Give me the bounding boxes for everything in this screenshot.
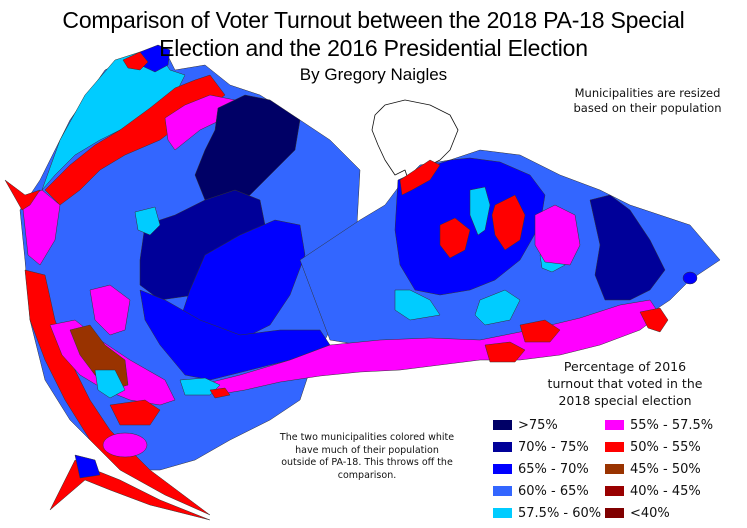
legend-item: 60% - 65%	[493, 482, 605, 500]
legend-swatch	[605, 442, 624, 452]
legend: >75% 55% - 57.5% 70% - 75% 50% - 55% 65%…	[493, 416, 743, 522]
legend-item: 57.5% - 60%	[493, 504, 605, 522]
region-red-band	[44, 74, 226, 206]
region-east-cyan-3	[474, 289, 521, 326]
legend-label: 60% - 65%	[518, 483, 589, 499]
region-top-tip-red	[122, 51, 149, 71]
region-south-red-small	[209, 387, 231, 399]
white-note-line-2: have much of their population	[295, 444, 439, 456]
legend-item: 70% - 75%	[493, 438, 605, 456]
region-sw-red-blob	[109, 399, 161, 426]
legend-swatch	[493, 442, 512, 452]
resize-note: Municipalities are resized based on thei…	[545, 86, 747, 116]
legend-title-line-2: turnout that voted in the	[547, 376, 703, 391]
legend-swatch	[605, 464, 624, 474]
legend-item: 55% - 57.5%	[605, 416, 735, 434]
region-east-blue	[394, 157, 546, 296]
legend-swatch	[605, 486, 624, 496]
region-south-red-2	[484, 341, 526, 363]
white-note-line-1: The two municipalities colored white	[279, 432, 455, 443]
legend-item: 65% - 70%	[493, 460, 605, 478]
title-line-2: Election and the 2016 Presidential Elect…	[159, 35, 588, 61]
region-west-magenta	[21, 189, 61, 266]
legend-swatch	[493, 508, 512, 518]
byline: By Gregory Naigles	[299, 65, 448, 84]
legend-swatch	[493, 420, 512, 430]
legend-label: 40% - 45%	[630, 483, 701, 499]
legend-label: 70% - 75%	[518, 439, 589, 455]
region-cyan-small	[134, 206, 161, 236]
legend-item: <40%	[605, 504, 735, 522]
region-sw-cyan	[94, 369, 126, 399]
white-note-line-3: outside of PA-18. This throws off the	[281, 457, 453, 468]
region-east-red-3	[491, 194, 526, 251]
region-east-red-2	[439, 217, 471, 259]
region-left-spike	[4, 179, 41, 211]
region-east-red-1	[399, 159, 441, 196]
resize-note-line-2: based on their population	[573, 101, 722, 115]
legend-swatch	[605, 420, 624, 430]
legend-item: 50% - 55%	[605, 438, 735, 456]
region-sw-tail-blue	[74, 454, 101, 479]
legend-label: 55% - 57.5%	[630, 417, 714, 433]
region-se-red	[639, 307, 669, 333]
region-south-red-1	[519, 319, 561, 343]
legend-title-line-1: Percentage of 2016	[563, 359, 687, 374]
legend-swatch	[605, 508, 624, 518]
legend-label: 65% - 70%	[518, 461, 589, 477]
legend-label: 57.5% - 60%	[518, 505, 602, 521]
region-east-cyan-2	[394, 289, 441, 321]
region-se-blue-oval	[682, 271, 698, 285]
legend-label: 50% - 55%	[630, 439, 701, 455]
region-west-mid-magenta	[89, 284, 131, 336]
legend-item: >75%	[493, 416, 605, 434]
legend-title: Percentage of 2016 turnout that voted in…	[520, 358, 730, 409]
legend-swatch	[493, 464, 512, 474]
legend-label: >75%	[518, 417, 558, 433]
region-east-navy	[589, 194, 666, 301]
white-note-line-4: comparison.	[337, 469, 397, 481]
region-nw-cyan	[41, 51, 186, 191]
legend-swatch	[493, 486, 512, 496]
resize-note-line-1: Municipalities are resized	[574, 86, 721, 100]
region-east-magenta-1	[534, 204, 581, 266]
legend-label: <40%	[630, 505, 670, 521]
region-south-magenta	[199, 299, 661, 396]
region-sw-magenta-oval	[102, 432, 148, 458]
legend-title-line-3: 2018 special election	[558, 393, 692, 408]
title-line-1: Comparison of Voter Turnout between the …	[62, 7, 685, 33]
region-east-cyan-1	[469, 186, 491, 236]
legend-item: 45% - 50%	[605, 460, 735, 478]
region-north-navy	[194, 94, 301, 206]
legend-label: 45% - 50%	[630, 461, 701, 477]
legend-item: 40% - 45%	[605, 482, 735, 500]
white-municipalities-note: The two municipalities colored white hav…	[262, 432, 472, 482]
